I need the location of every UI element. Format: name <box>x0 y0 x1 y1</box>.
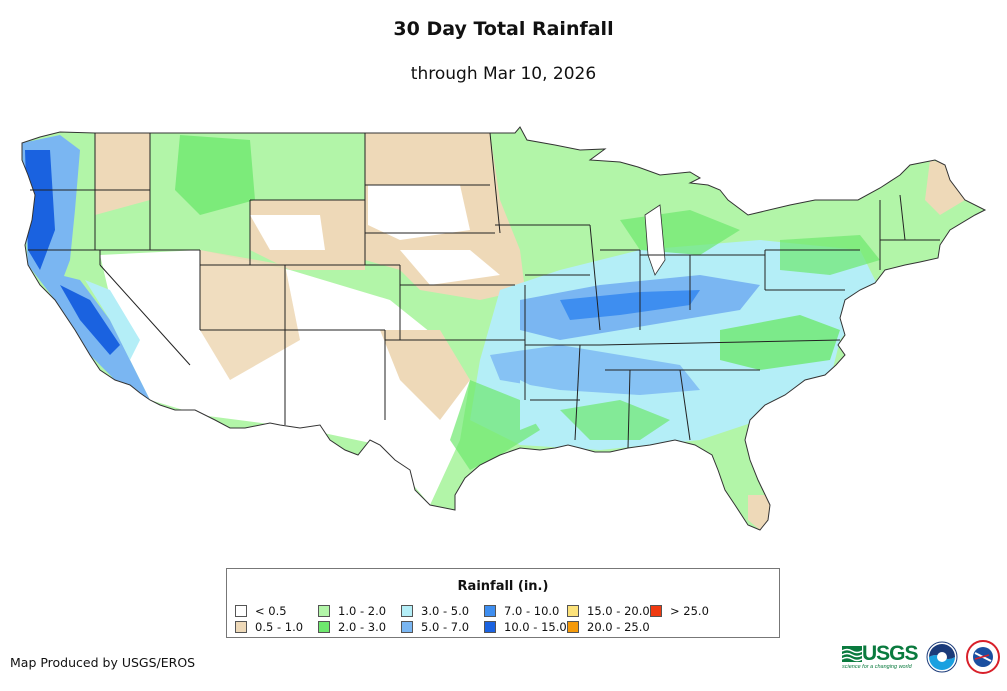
legend-swatch <box>401 604 413 617</box>
agency-logos: USGS science for a changing world <box>842 640 1000 674</box>
legend-item: 5.0 - 7.0 <box>401 619 484 634</box>
legend-swatch <box>401 620 413 633</box>
legend-item: 3.0 - 5.0 <box>401 603 484 618</box>
map-title: 30 Day Total Rainfall <box>393 18 614 40</box>
map-credit: Map Produced by USGS/EROS <box>10 655 196 670</box>
legend-swatch <box>484 620 496 633</box>
legend-item: 10.0 - 15.0 <box>484 619 567 634</box>
legend-swatch <box>318 620 330 633</box>
legend-title: Rainfall (in.) <box>457 579 549 594</box>
nws-logo-icon <box>965 640 1000 674</box>
usgs-wave-icon <box>842 646 862 662</box>
legend-item: 1.0 - 2.0 <box>318 603 401 618</box>
legend-swatch <box>318 604 330 617</box>
legend-item: 0.5 - 1.0 <box>235 619 318 634</box>
legend-item: 15.0 - 20.0 <box>567 603 650 618</box>
legend-swatch <box>484 604 496 617</box>
map-subtitle: through Mar 10, 2026 <box>410 64 597 84</box>
legend-swatch <box>567 604 579 617</box>
legend-item: < 0.5 <box>235 603 318 618</box>
legend-item: 7.0 - 10.0 <box>484 603 567 618</box>
legend-items: < 0.5 0.5 - 1.0 1.0 - 2.0 2.0 - 3.0 3.0 … <box>235 603 720 634</box>
legend-swatch <box>235 604 247 617</box>
legend-swatch <box>567 620 579 633</box>
legend: Rainfall (in.) < 0.5 0.5 - 1.0 1.0 - 2.0… <box>226 568 780 638</box>
rainfall-map <box>21 126 987 531</box>
legend-item: 20.0 - 25.0 <box>567 619 650 634</box>
legend-item: > 25.0 <box>650 603 720 618</box>
legend-swatch <box>235 620 247 633</box>
usgs-logo: USGS science for a changing world <box>842 642 919 670</box>
legend-item: 2.0 - 3.0 <box>318 619 401 634</box>
noaa-logo-icon <box>926 641 958 673</box>
legend-swatch <box>650 604 662 617</box>
